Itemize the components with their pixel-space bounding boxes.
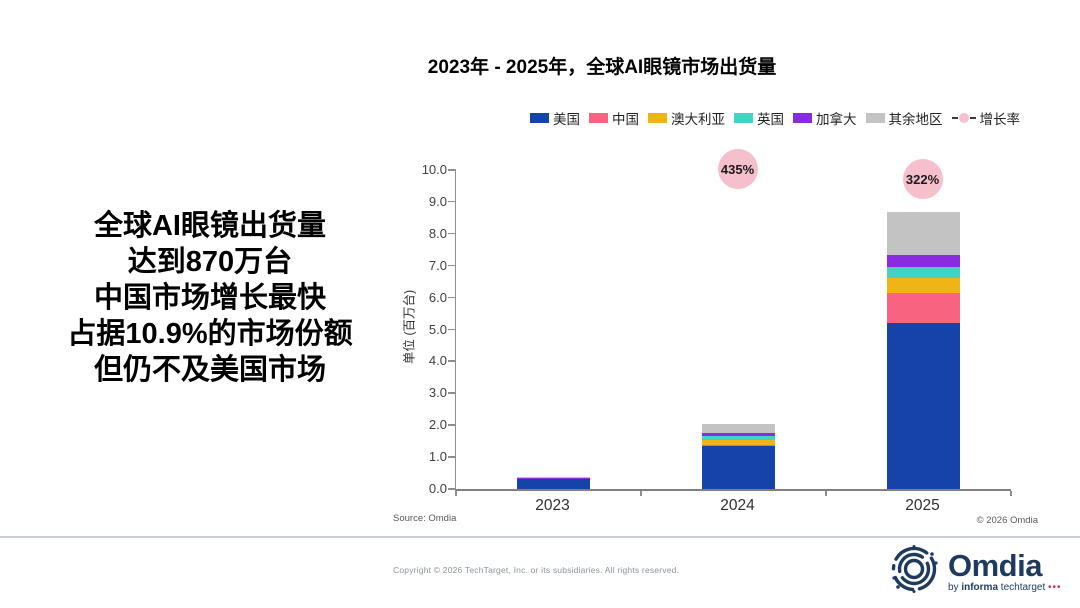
- bar-segment-2024-英国: [702, 436, 775, 440]
- y-axis-tick-label: 2.0: [428, 417, 447, 433]
- chart-legend: 美国 中国 澳大利亚 英国 加拿大 其余地区 增长率: [530, 108, 1020, 128]
- legend-item-其余地区: 其余地区: [865, 108, 943, 128]
- omdia-logo-icon: [888, 543, 940, 600]
- x-axis-label: 2025: [905, 497, 940, 514]
- legend-label: 增长率: [979, 112, 1021, 127]
- bar-segment-2025-英国: [887, 267, 960, 279]
- y-axis-tick: [448, 392, 456, 394]
- plot-area: [448, 169, 1012, 496]
- legend-label: 美国: [553, 112, 580, 127]
- legend-item-中国: 中国: [589, 108, 639, 128]
- legend-label: 澳大利亚: [671, 112, 725, 127]
- omdia-brand-byline: by informa techtarget •••: [948, 582, 1062, 593]
- growth-rate-bubble: 435%: [717, 149, 758, 189]
- footer-divider: [0, 536, 1080, 538]
- y-axis-tick-label: 4.0: [428, 353, 447, 369]
- growth-rate-bubble: 322%: [902, 159, 943, 199]
- legend-label: 加拿大: [816, 112, 857, 127]
- x-axis-tick: [640, 491, 642, 496]
- legend-item-加拿大: 加拿大: [793, 108, 857, 128]
- growth-line-marker: [951, 113, 976, 123]
- legend-swatch: [793, 113, 812, 123]
- y-axis-tick-label: 1.0: [428, 449, 447, 465]
- copyright-note: Copyright © 2026 TechTarget, Inc. or its…: [393, 565, 680, 575]
- bar-2023: [517, 476, 590, 489]
- y-axis-tick-label: 10.0: [421, 162, 447, 177]
- legend-item-美国: 美国: [530, 108, 580, 128]
- bar-segment-2025-中国: [887, 292, 960, 324]
- y-axis-tick-label: 8.0: [428, 225, 447, 241]
- y-axis-tick: [448, 360, 456, 362]
- bar-segment-2024-澳大利亚: [702, 439, 775, 446]
- legend-swatch: [865, 113, 885, 123]
- y-axis-tick: [448, 488, 456, 490]
- headline-text: 全球AI眼镜出货量 达到870万台 中国市场增长最快 占据10.9%的市场份额 …: [36, 208, 384, 388]
- y-axis-tick: [448, 424, 456, 426]
- x-axis-tick: [825, 491, 827, 496]
- bar-segment-2023-其余地区: [517, 476, 590, 479]
- headline-line: 达到870万台: [127, 246, 293, 278]
- legend-swatch: [530, 113, 549, 123]
- x-axis-tick: [455, 491, 457, 496]
- y-axis-labels: 0.0 1.0 2.0 3.0 4.0 5.0 6.0 7.0 8.0 9.0 10.0: [389, 162, 447, 496]
- y-axis-tick: [448, 169, 456, 171]
- legend-item-英国: 英国: [734, 108, 784, 128]
- headline-line: 中国市场增长最快: [93, 282, 326, 314]
- bar-segment-2024-其余地区: [702, 423, 775, 434]
- y-axis-tick: [448, 328, 456, 330]
- omdia-brand-name: Omdia: [948, 548, 1042, 583]
- bar-segment-2023-美国: [517, 479, 590, 489]
- chart-title: 2023年 - 2025年，全球AI眼镜市场出货量: [427, 57, 777, 78]
- legend-label: 其余地区: [888, 112, 943, 127]
- legend-label: 英国: [757, 112, 784, 127]
- y-axis-tick-label: 3.0: [428, 385, 447, 401]
- y-axis-tick: [448, 200, 456, 203]
- x-axis-label: 2024: [720, 497, 755, 514]
- omdia-logo: Omdia by informa techtarget •••: [888, 543, 1062, 600]
- legend-swatch: [734, 113, 753, 123]
- y-axis-tick: [448, 456, 456, 458]
- y-axis-title: 单位 (百万台): [402, 289, 417, 365]
- omdia-logo-text: Omdia by informa techtarget •••: [948, 550, 1062, 593]
- y-axis-tick: [448, 232, 456, 235]
- bar-segment-2024-加拿大: [702, 433, 775, 437]
- legend-item-澳大利亚: 澳大利亚: [648, 108, 725, 128]
- y-axis-tick-label: 0.0: [428, 481, 447, 496]
- x-axis-tick: [1010, 491, 1012, 496]
- y-axis-tick: [448, 264, 456, 267]
- bar-segment-2024-美国: [702, 445, 775, 489]
- bar-segment-2025-美国: [887, 323, 960, 489]
- bar-2024: [702, 423, 775, 489]
- headline-line: 占据10.9%的市场份额: [67, 318, 353, 350]
- bar-segment-2025-澳大利亚: [887, 278, 960, 293]
- legend-label: 中国: [612, 112, 639, 127]
- x-axis-label: 2023: [535, 497, 570, 514]
- legend-swatch: [648, 113, 667, 123]
- y-axis-tick-label: 6.0: [428, 289, 447, 305]
- source-note: Source: Omdia: [393, 513, 457, 524]
- legend-item-增长率: 增长率: [951, 108, 1021, 128]
- headline-line: 但仍不及美国市场: [93, 354, 326, 386]
- y-axis-tick-label: 5.0: [428, 321, 447, 337]
- bar-segment-2024-中国: [702, 445, 775, 446]
- copyright-chart-note: © 2026 Omdia: [976, 515, 1038, 526]
- bar-segment-2025-其余地区: [887, 211, 960, 255]
- bar-segment-2025-加拿大: [887, 254, 960, 268]
- y-axis-tick-label: 7.0: [428, 257, 447, 273]
- bar-2025: [887, 211, 960, 489]
- headline-line: 全球AI眼镜出货量: [93, 210, 326, 242]
- legend-swatch: [589, 113, 608, 123]
- y-axis-tick: [448, 296, 456, 299]
- y-axis-tick-label: 9.0: [428, 193, 447, 209]
